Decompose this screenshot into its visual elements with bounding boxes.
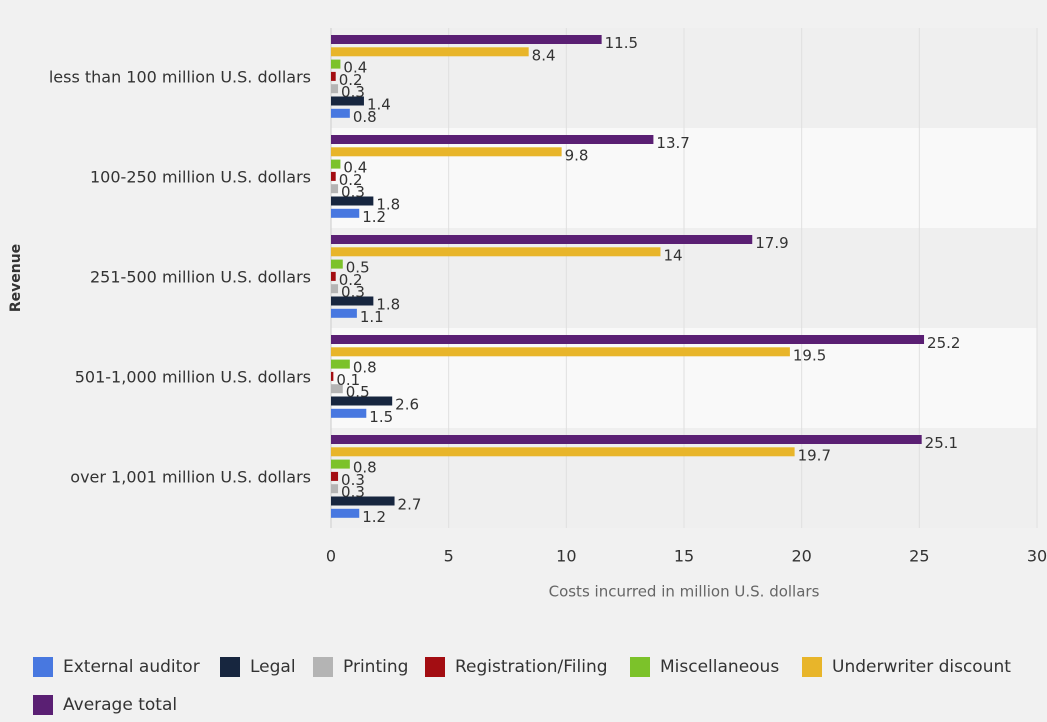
value-label: 0.2 [339, 171, 363, 189]
bar [331, 308, 357, 318]
value-label: 25.2 [927, 334, 960, 352]
value-label: 2.7 [398, 496, 422, 514]
value-label: 0.3 [341, 183, 365, 201]
x-tick-label: 25 [909, 547, 929, 566]
value-label: 25.1 [925, 434, 958, 452]
value-label: 17.9 [755, 234, 788, 252]
value-label: 0.8 [353, 459, 377, 477]
bar [331, 359, 350, 369]
legend-label: Legal [250, 657, 296, 677]
bar [331, 459, 350, 469]
legend-swatch [630, 657, 650, 677]
x-tick-label: 20 [791, 547, 811, 566]
bar [331, 435, 922, 444]
bar [331, 171, 336, 181]
legend-swatch [33, 695, 53, 715]
bar [331, 108, 350, 118]
value-label: 8.4 [532, 46, 556, 64]
bar [331, 147, 562, 157]
legend-label: Printing [343, 657, 408, 677]
bar [331, 184, 339, 194]
legend-label: Average total [63, 695, 177, 715]
y-tick-label: 501-1,000 million U.S. dollars [75, 368, 311, 387]
bar [331, 484, 339, 494]
bar [331, 335, 925, 344]
x-tick-label: 10 [556, 547, 576, 566]
value-label: 1.1 [360, 308, 384, 326]
legend-swatch [802, 657, 822, 677]
value-label: 19.5 [793, 346, 826, 364]
value-label: 0.4 [343, 59, 367, 77]
legend-swatch [425, 657, 445, 677]
x-axis-label: Costs incurred in million U.S. dollars [549, 583, 820, 601]
value-label: 2.6 [395, 396, 419, 414]
bar [331, 196, 374, 206]
value-label: 9.8 [565, 146, 589, 164]
value-label: 0.5 [346, 383, 370, 401]
value-label: 19.7 [798, 446, 831, 464]
bar [331, 347, 790, 357]
value-label: 1.8 [376, 296, 400, 314]
bar [331, 471, 339, 481]
y-tick-label: less than 100 million U.S. dollars [49, 68, 311, 87]
value-label: 1.8 [376, 196, 400, 214]
value-label: 13.7 [656, 134, 689, 152]
bar [331, 371, 334, 381]
legend-label: Registration/Filing [455, 657, 608, 677]
x-tick-label: 15 [674, 547, 694, 566]
y-tick-label: 100-250 million U.S. dollars [90, 168, 311, 187]
legend-label: External auditor [63, 657, 200, 677]
bar [331, 508, 360, 518]
value-label: 11.5 [605, 34, 638, 52]
value-label: 0.2 [339, 71, 363, 89]
bar [331, 235, 753, 244]
bar [331, 159, 341, 169]
value-label: 0.8 [353, 359, 377, 377]
x-tick-label: 5 [444, 547, 454, 566]
y-tick-label: over 1,001 million U.S. dollars [70, 468, 311, 487]
value-label: 0.4 [343, 159, 367, 177]
y-axis-label: Revenue [8, 244, 24, 312]
bar [331, 47, 529, 57]
value-label: 0.5 [346, 259, 370, 277]
bar [331, 84, 339, 94]
bar [331, 135, 654, 144]
value-label: 1.4 [367, 96, 391, 114]
value-label: 0.3 [341, 83, 365, 101]
legend-label: Underwriter discount [832, 657, 1011, 677]
value-label: 1.5 [369, 408, 393, 426]
bar [331, 396, 393, 406]
x-tick-label: 30 [1027, 547, 1047, 566]
bar [331, 496, 395, 506]
y-tick-label: 251-500 million U.S. dollars [90, 268, 311, 287]
value-label: 14 [663, 246, 682, 264]
value-label: 0.8 [353, 108, 377, 126]
x-tick-label: 0 [326, 547, 336, 566]
bar [331, 96, 364, 106]
bar [331, 384, 343, 394]
bar [331, 247, 661, 257]
bar [331, 71, 336, 81]
bar [331, 284, 339, 294]
bar [331, 447, 795, 457]
value-label: 1.2 [362, 508, 386, 526]
value-label: 0.3 [341, 471, 365, 489]
legend-label: Miscellaneous [660, 657, 779, 677]
legend-swatch [33, 657, 53, 677]
value-label: 0.3 [341, 283, 365, 301]
value-label: 0.1 [336, 371, 360, 389]
bar [331, 271, 336, 281]
value-label: 0.3 [341, 483, 365, 501]
bar [331, 35, 602, 44]
legend-swatch [313, 657, 333, 677]
value-label: 0.2 [339, 271, 363, 289]
bar [331, 59, 341, 69]
bar [331, 408, 367, 418]
value-label: 1.2 [362, 208, 386, 226]
bar [331, 296, 374, 306]
bar [331, 259, 343, 269]
bar [331, 208, 360, 218]
legend-swatch [220, 657, 240, 677]
